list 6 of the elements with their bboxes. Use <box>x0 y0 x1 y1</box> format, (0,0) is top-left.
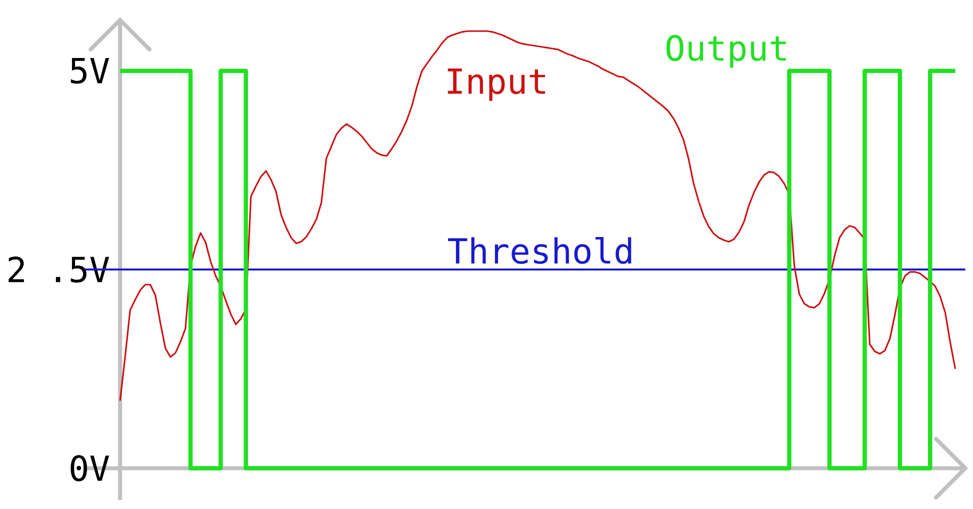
y-tick-label: 2 .5V <box>8 256 110 283</box>
ref-line-label: Threshold <box>448 237 632 264</box>
series-label: Input <box>448 68 546 101</box>
y-tick-label: 0V <box>70 455 110 482</box>
y-tick-label: 5V <box>70 58 110 84</box>
series-label: Output <box>666 34 786 68</box>
